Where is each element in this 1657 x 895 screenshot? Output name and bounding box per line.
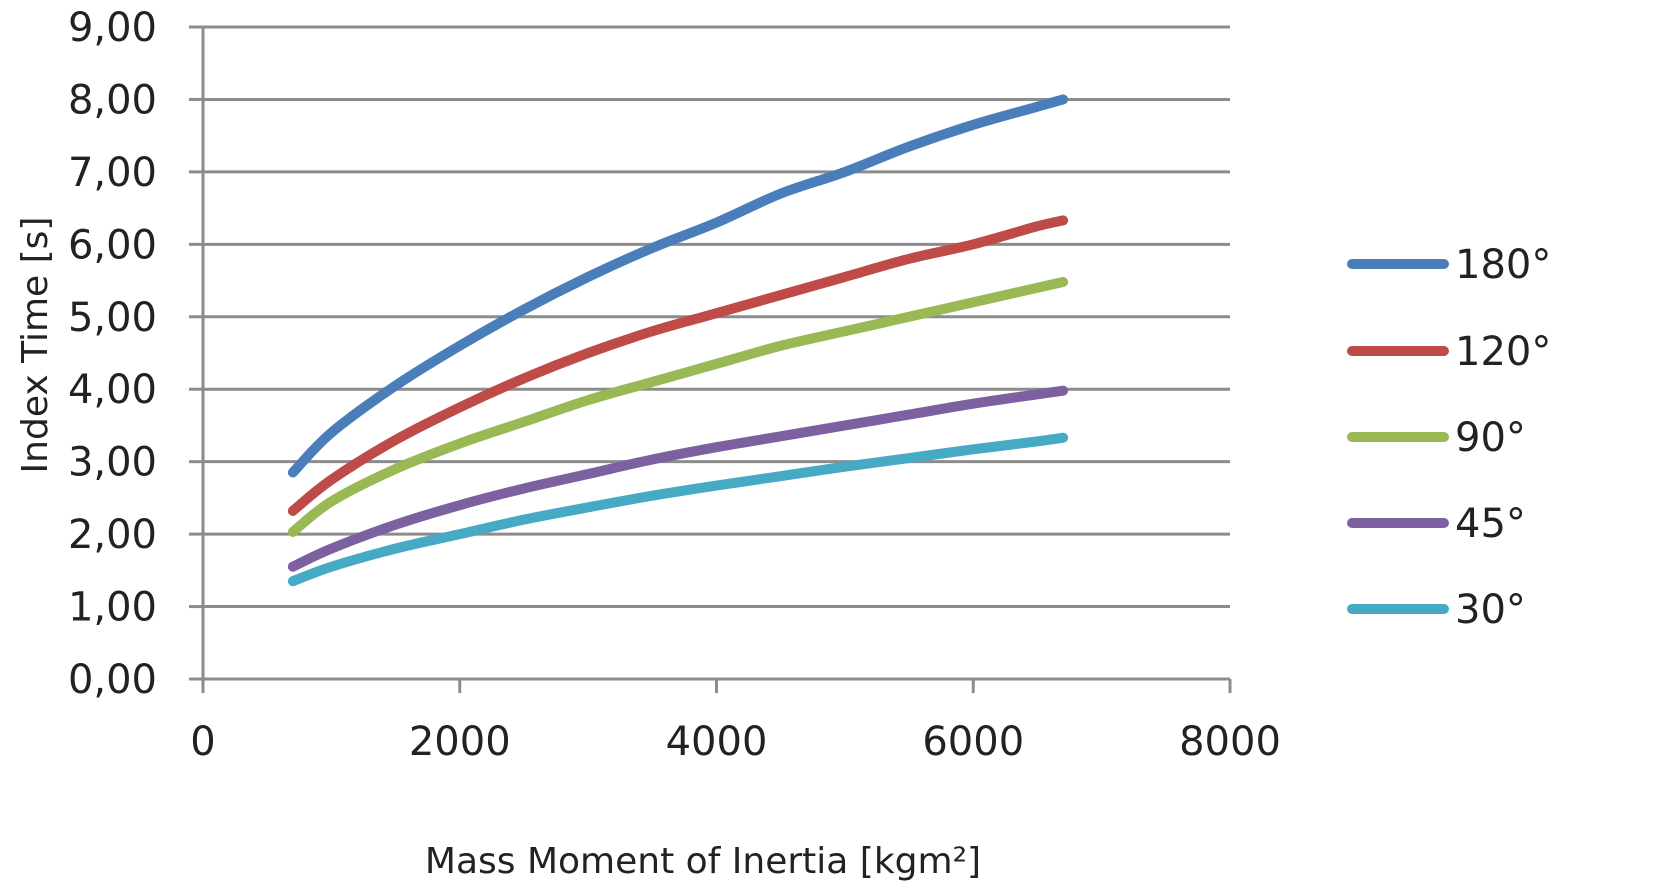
series-line-0 [287,94,1069,478]
y-tick-label: 4,00 [68,367,157,413]
axes [189,25,1232,693]
y-tick-label: 5,00 [68,295,157,341]
legend-label: 120° [1455,329,1551,375]
legend-label: 45° [1455,501,1526,547]
legend-label: 30° [1455,587,1526,633]
x-tick-label: 4000 [666,719,768,765]
x-tick-label: 8000 [1179,719,1281,765]
y-tick-label: 3,00 [68,440,157,486]
series-lines [287,94,1069,587]
series-line-2 [287,277,1069,537]
y-tick-label: 7,00 [68,150,157,196]
series-line-3 [287,385,1069,572]
y-axis-title: Index Time [s] [15,217,56,474]
y-tick-label: 6,00 [68,222,157,268]
legend-label: 180° [1455,242,1551,288]
y-tick-label: 2,00 [68,512,157,558]
series-line-4 [287,432,1069,587]
x-axis-title: Mass Moment of Inertia [kgm²] [425,841,981,882]
x-tick-label: 6000 [922,719,1024,765]
legend: 180° 120° 90° 45° 30° [1347,242,1551,633]
x-tick-label: 0 [190,719,215,765]
y-tick-label: 8,00 [68,77,157,123]
x-tick-labels: 0 2000 4000 6000 8000 [190,719,1281,765]
y-tick-label: 1,00 [68,585,157,631]
y-tick-label: 9,00 [68,5,157,51]
legend-label: 90° [1455,415,1526,461]
y-tick-labels: 0,00 1,00 2,00 3,00 4,00 5,00 6,00 7,00 8,00 9,00 [68,5,157,703]
y-tick-label: 0,00 [68,657,157,703]
x-tick-label: 2000 [409,719,511,765]
series-line-1 [287,215,1069,516]
